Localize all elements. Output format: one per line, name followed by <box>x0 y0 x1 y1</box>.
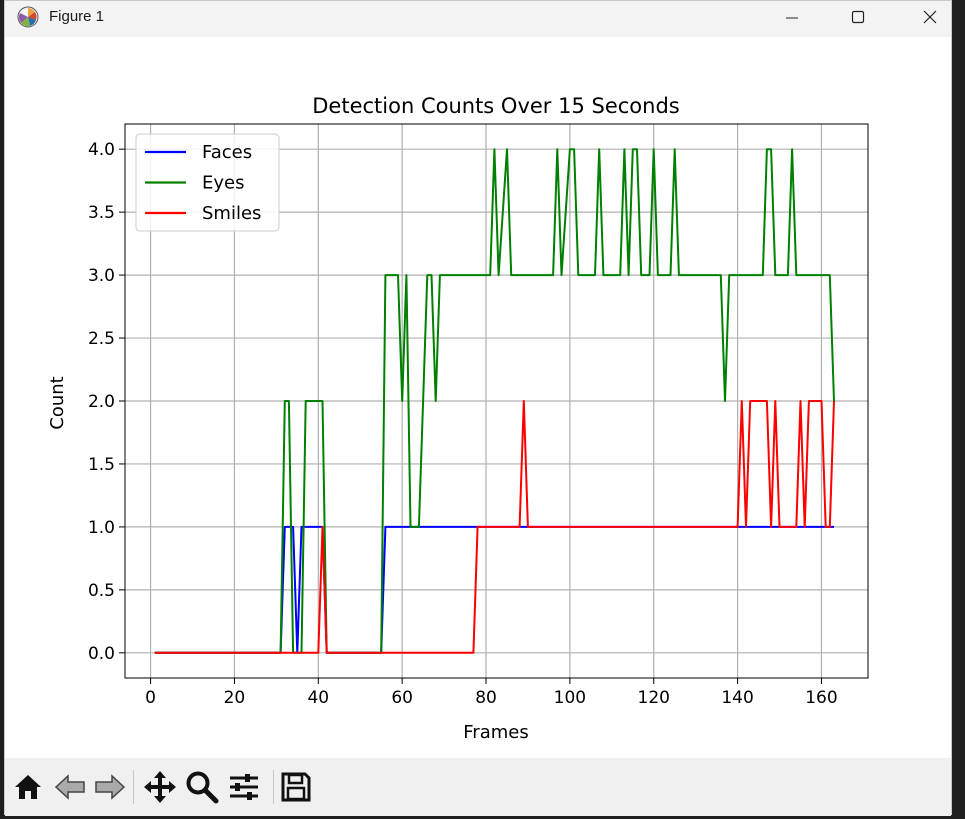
configure-icon <box>230 774 258 800</box>
y-tick-label: 0.5 <box>88 581 115 601</box>
legend-box <box>135 133 280 232</box>
toolbar-separator <box>273 770 274 804</box>
maximize-button[interactable] <box>835 1 881 33</box>
title-bar[interactable]: Figure 1 <box>5 1 951 37</box>
x-tick-label: 0 <box>145 688 156 708</box>
zoom-button[interactable] <box>183 768 221 806</box>
line-chart: Detection Counts Over 15 Seconds Frames … <box>47 94 869 743</box>
window-title: Figure 1 <box>49 8 105 25</box>
back-icon <box>54 774 85 800</box>
series-line-smiles <box>154 400 835 654</box>
chart-title: Detection Counts Over 15 Seconds <box>312 94 679 118</box>
y-tick-label: 0.0 <box>88 644 115 664</box>
forward-button[interactable] <box>91 768 129 806</box>
close-icon <box>923 10 937 24</box>
zoom-icon <box>186 771 219 804</box>
minimize-icon <box>786 17 798 19</box>
pan-icon <box>144 771 176 803</box>
save-icon <box>281 772 311 802</box>
series-line-eyes <box>154 148 835 654</box>
x-tick-label: 160 <box>805 688 837 708</box>
x-tick-label: 40 <box>307 688 329 708</box>
maximize-icon <box>851 10 865 24</box>
x-tick-label: 60 <box>391 688 413 708</box>
x-tick-label: 100 <box>554 688 586 708</box>
configure-subplots-button[interactable] <box>225 768 263 806</box>
y-tick-label: 3.5 <box>88 203 115 223</box>
x-tick-label: 120 <box>638 688 670 708</box>
y-tick-label: 4.0 <box>88 140 115 160</box>
pan-button[interactable] <box>141 768 179 806</box>
y-tick-label: 1.0 <box>88 518 115 538</box>
x-axis-label: Frames <box>463 722 528 743</box>
toolbar-separator <box>133 770 134 804</box>
y-tick-label: 1.5 <box>88 455 115 475</box>
forward-icon <box>95 774 126 800</box>
back-button[interactable] <box>51 768 89 806</box>
x-tick-label: 20 <box>224 688 246 708</box>
minimize-button[interactable] <box>769 1 815 33</box>
y-tick-label: 2.0 <box>88 392 115 412</box>
x-tick-label: 80 <box>475 688 497 708</box>
legend-label-smiles: Smiles <box>202 203 261 224</box>
y-tick-label: 3.0 <box>88 266 115 286</box>
home-icon <box>15 775 41 799</box>
home-button[interactable] <box>9 768 47 806</box>
matplotlib-logo-icon <box>17 6 39 28</box>
figure-window: Figure 1 Detection Counts Over 15 Second… <box>4 0 952 816</box>
legend-label-eyes: Eyes <box>202 173 244 194</box>
y-axis-label: Count <box>47 376 68 429</box>
navigation-toolbar <box>5 758 951 816</box>
legend-label-faces: Faces <box>202 142 252 163</box>
figure-canvas[interactable]: Detection Counts Over 15 Seconds Frames … <box>5 37 951 758</box>
x-tick-label: 140 <box>721 688 753 708</box>
y-tick-label: 2.5 <box>88 329 115 349</box>
close-button[interactable] <box>907 1 953 33</box>
save-button[interactable] <box>277 768 315 806</box>
